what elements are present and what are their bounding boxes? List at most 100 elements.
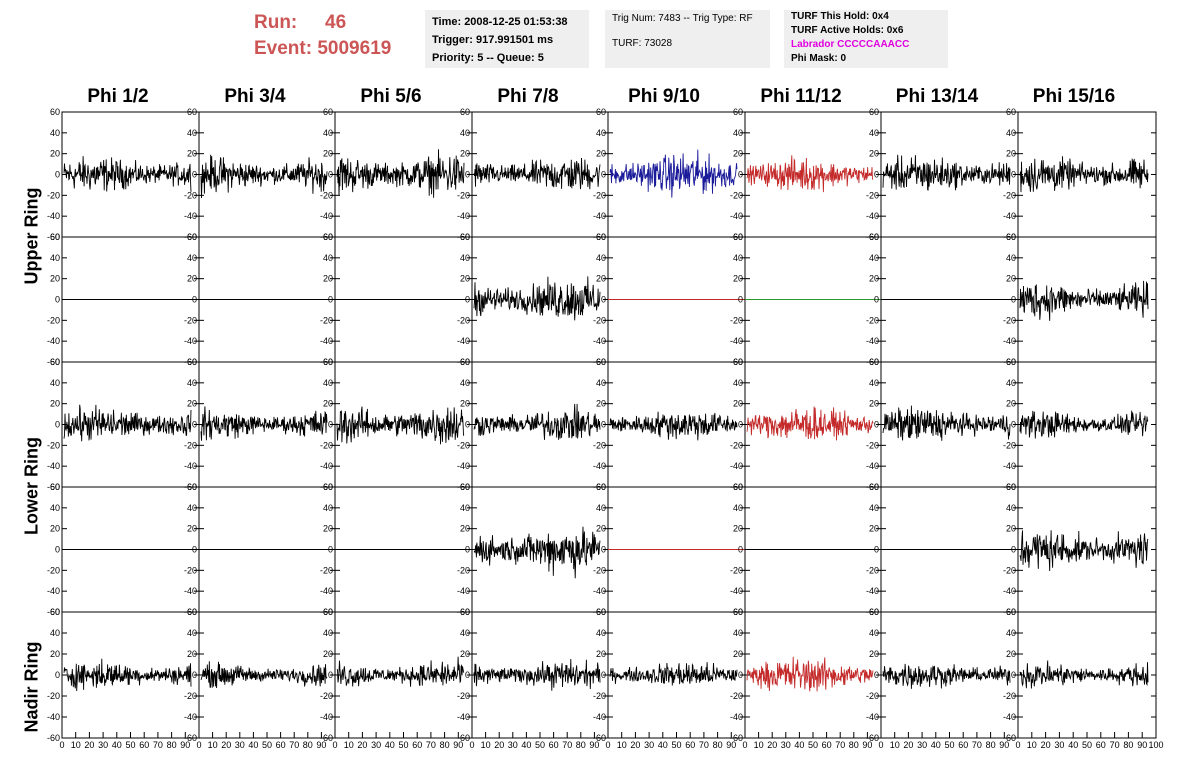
- x-tick-label: 20: [903, 740, 913, 750]
- y-tick-label: 60: [50, 482, 60, 492]
- y-tick-label: -40: [320, 461, 333, 471]
- y-tick-label: 60: [323, 232, 333, 242]
- x-tick-label: 50: [671, 740, 681, 750]
- y-tick-label: 60: [869, 107, 879, 117]
- column-header: Phi 9/10: [628, 86, 700, 107]
- y-tick-label: -40: [320, 712, 333, 722]
- y-tick-label: 20: [869, 399, 879, 409]
- y-tick-label: 60: [596, 482, 606, 492]
- y-tick-label: 40: [733, 128, 743, 138]
- y-tick-label: 40: [50, 378, 60, 388]
- x-tick-label: 30: [917, 740, 927, 750]
- y-tick-label: 20: [1006, 274, 1016, 284]
- x-tick-label: 80: [440, 740, 450, 750]
- y-tick-label: 0: [601, 295, 606, 305]
- x-tick-label: 10: [208, 740, 218, 750]
- turf-text: TURF: 73028: [612, 38, 673, 49]
- y-tick-label: -40: [730, 586, 743, 596]
- y-tick-label: -40: [184, 586, 197, 596]
- x-tick-label: 20: [494, 740, 504, 750]
- y-tick-label: 40: [596, 378, 606, 388]
- y-tick-label: 40: [323, 378, 333, 388]
- x-tick-label: 30: [235, 740, 245, 750]
- turf-info-box: TURF This Hold: 0x4 TURF Active Holds: 0…: [784, 10, 948, 68]
- y-tick-label: -40: [593, 336, 606, 346]
- y-tick-label: 20: [323, 524, 333, 534]
- y-tick-label: 0: [328, 295, 333, 305]
- waveform-trace: [609, 149, 738, 198]
- y-tick-label: 40: [1006, 503, 1016, 513]
- y-tick-label: -20: [47, 691, 60, 701]
- y-tick-label: 40: [187, 128, 197, 138]
- y-tick-label: -40: [320, 211, 333, 221]
- column-header: Phi 13/14: [895, 86, 979, 107]
- waveform-trace: [1019, 280, 1149, 321]
- y-tick-label: 0: [738, 545, 743, 555]
- x-tick-label: 60: [276, 740, 286, 750]
- y-tick-label: 60: [323, 357, 333, 367]
- y-tick-label: -20: [320, 565, 333, 575]
- y-tick-label: 0: [55, 670, 60, 680]
- y-tick-label: -20: [184, 691, 197, 701]
- y-tick-label: 0: [55, 295, 60, 305]
- x-tick-label: 50: [535, 740, 545, 750]
- column-header: Phi 11/12: [760, 86, 842, 107]
- y-tick-label: -20: [320, 190, 333, 200]
- x-tick-label: 40: [112, 740, 122, 750]
- y-tick-label: 20: [460, 149, 470, 159]
- y-tick-label: -40: [320, 336, 333, 346]
- x-tick-label: 70: [426, 740, 436, 750]
- y-tick-label: 0: [601, 170, 606, 180]
- x-tick-label: 80: [713, 740, 723, 750]
- y-tick-label: -40: [730, 211, 743, 221]
- y-tick-label: 20: [596, 274, 606, 284]
- waveform-trace: [1019, 410, 1149, 439]
- y-tick-label: -40: [593, 211, 606, 221]
- y-tick-label: -60: [457, 733, 470, 743]
- y-tick-label: 0: [738, 295, 743, 305]
- y-tick-label: 20: [323, 274, 333, 284]
- y-tick-label: 20: [596, 399, 606, 409]
- y-tick-label: -40: [457, 712, 470, 722]
- y-tick-label: 60: [323, 107, 333, 117]
- x-tick-label: 90: [316, 740, 326, 750]
- y-tick-label: -40: [184, 712, 197, 722]
- x-tick-label: 70: [972, 740, 982, 750]
- labrador-text: Labrador CCCCCAAACC: [791, 39, 910, 50]
- x-tick-label: 40: [248, 740, 258, 750]
- y-tick-label: 40: [1006, 628, 1016, 638]
- y-tick-label: -20: [593, 565, 606, 575]
- column-header: Phi 1/2: [87, 86, 149, 107]
- y-tick-label: 20: [1006, 149, 1016, 159]
- y-tick-label: 60: [1006, 232, 1016, 242]
- trigger-text: Trigger: 917.991501 ms: [432, 34, 554, 46]
- waveform-trace: [336, 656, 465, 687]
- x-tick-label: 90: [589, 740, 599, 750]
- waveform-trace: [746, 406, 874, 441]
- x-tick-label: 90: [999, 740, 1009, 750]
- y-tick-label: 60: [50, 107, 60, 117]
- event-row: Event: 5009619: [254, 36, 391, 62]
- y-tick-label: 0: [738, 170, 743, 180]
- run-label: Run:: [254, 12, 298, 33]
- y-tick-label: 60: [460, 232, 470, 242]
- x-tick-label: 50: [125, 740, 135, 750]
- x-tick-label: 90: [180, 740, 190, 750]
- y-tick-label: 40: [50, 628, 60, 638]
- y-tick-label: 60: [733, 232, 743, 242]
- x-tick-label: 40: [385, 740, 395, 750]
- y-tick-label: -20: [866, 315, 879, 325]
- event-value: 5009619: [317, 38, 392, 59]
- waveform-trace: [473, 403, 601, 440]
- y-tick-label: 0: [738, 420, 743, 430]
- y-tick-label: 20: [460, 649, 470, 659]
- turf-active-holds-text: TURF Active Holds: 0x6: [791, 25, 904, 36]
- x-tick-label: 70: [699, 740, 709, 750]
- x-tick-label: 100: [1148, 740, 1163, 750]
- column-header: Phi 7/8: [497, 86, 559, 107]
- y-tick-label: -40: [866, 211, 879, 221]
- x-tick-label: 60: [1096, 740, 1106, 750]
- y-tick-label: 20: [869, 149, 879, 159]
- y-tick-label: 0: [192, 670, 197, 680]
